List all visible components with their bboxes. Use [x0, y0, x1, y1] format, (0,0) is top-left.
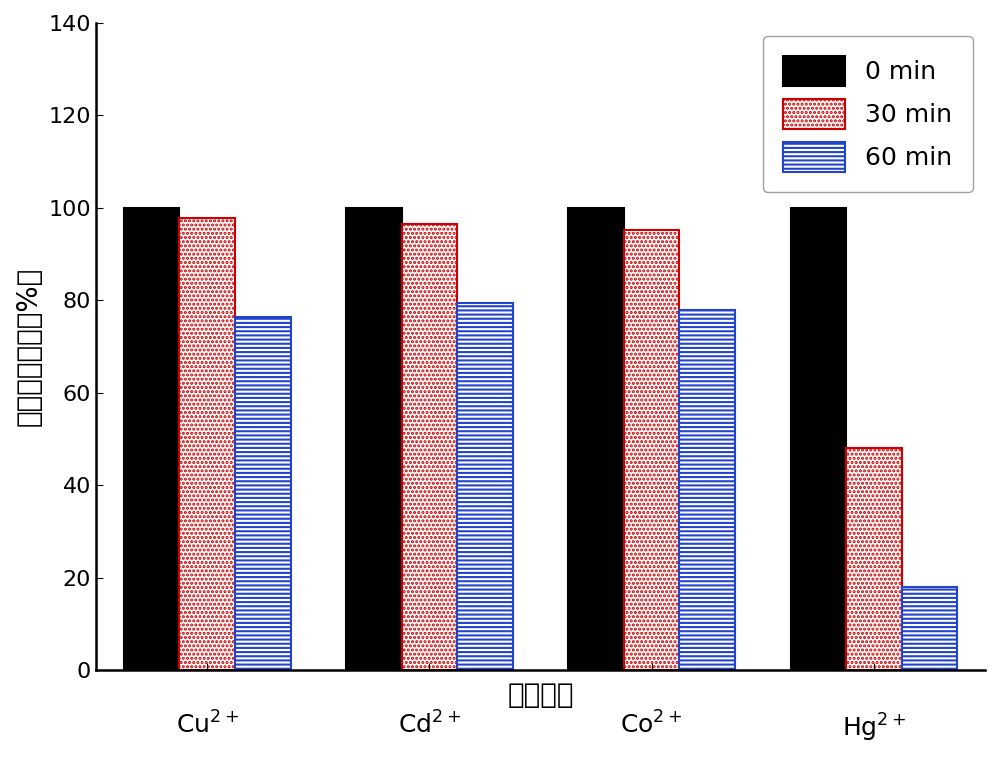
X-axis label: 离子种类: 离子种类	[507, 681, 574, 709]
Text: Cu$^{2+}$: Cu$^{2+}$	[176, 712, 239, 739]
Bar	[402, 224, 457, 670]
Bar	[902, 587, 957, 670]
Bar	[346, 208, 402, 670]
Bar	[791, 208, 846, 670]
Legend: 0 min, 30 min, 60 min: 0 min, 30 min, 60 min	[763, 35, 972, 192]
Text: Hg$^{2+}$: Hg$^{2+}$	[842, 712, 906, 744]
Text: Cd$^{2+}$: Cd$^{2+}$	[398, 712, 461, 739]
Bar	[624, 230, 679, 670]
Text: Co$^{2+}$: Co$^{2+}$	[620, 712, 683, 739]
Bar	[457, 303, 513, 670]
Bar	[846, 448, 902, 670]
Bar	[235, 317, 291, 670]
Bar	[568, 208, 624, 670]
Bar	[179, 218, 235, 670]
Bar	[124, 208, 179, 670]
Bar	[679, 310, 735, 670]
Y-axis label: 残留离子含量（%）: 残留离子含量（%）	[15, 267, 43, 426]
